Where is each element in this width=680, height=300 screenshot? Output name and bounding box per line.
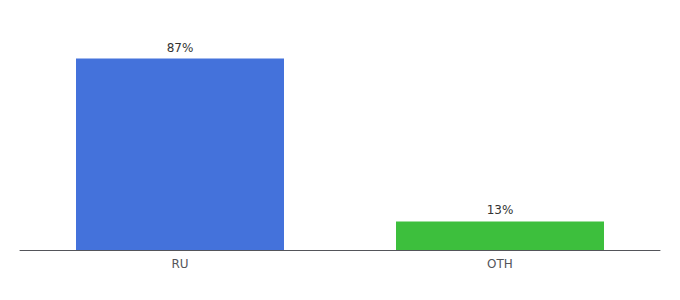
svg-text:RU: RU bbox=[171, 257, 188, 271]
svg-text:OTH: OTH bbox=[487, 257, 513, 271]
svg-text:13%: 13% bbox=[487, 203, 514, 217]
svg-text:87%: 87% bbox=[167, 41, 194, 55]
